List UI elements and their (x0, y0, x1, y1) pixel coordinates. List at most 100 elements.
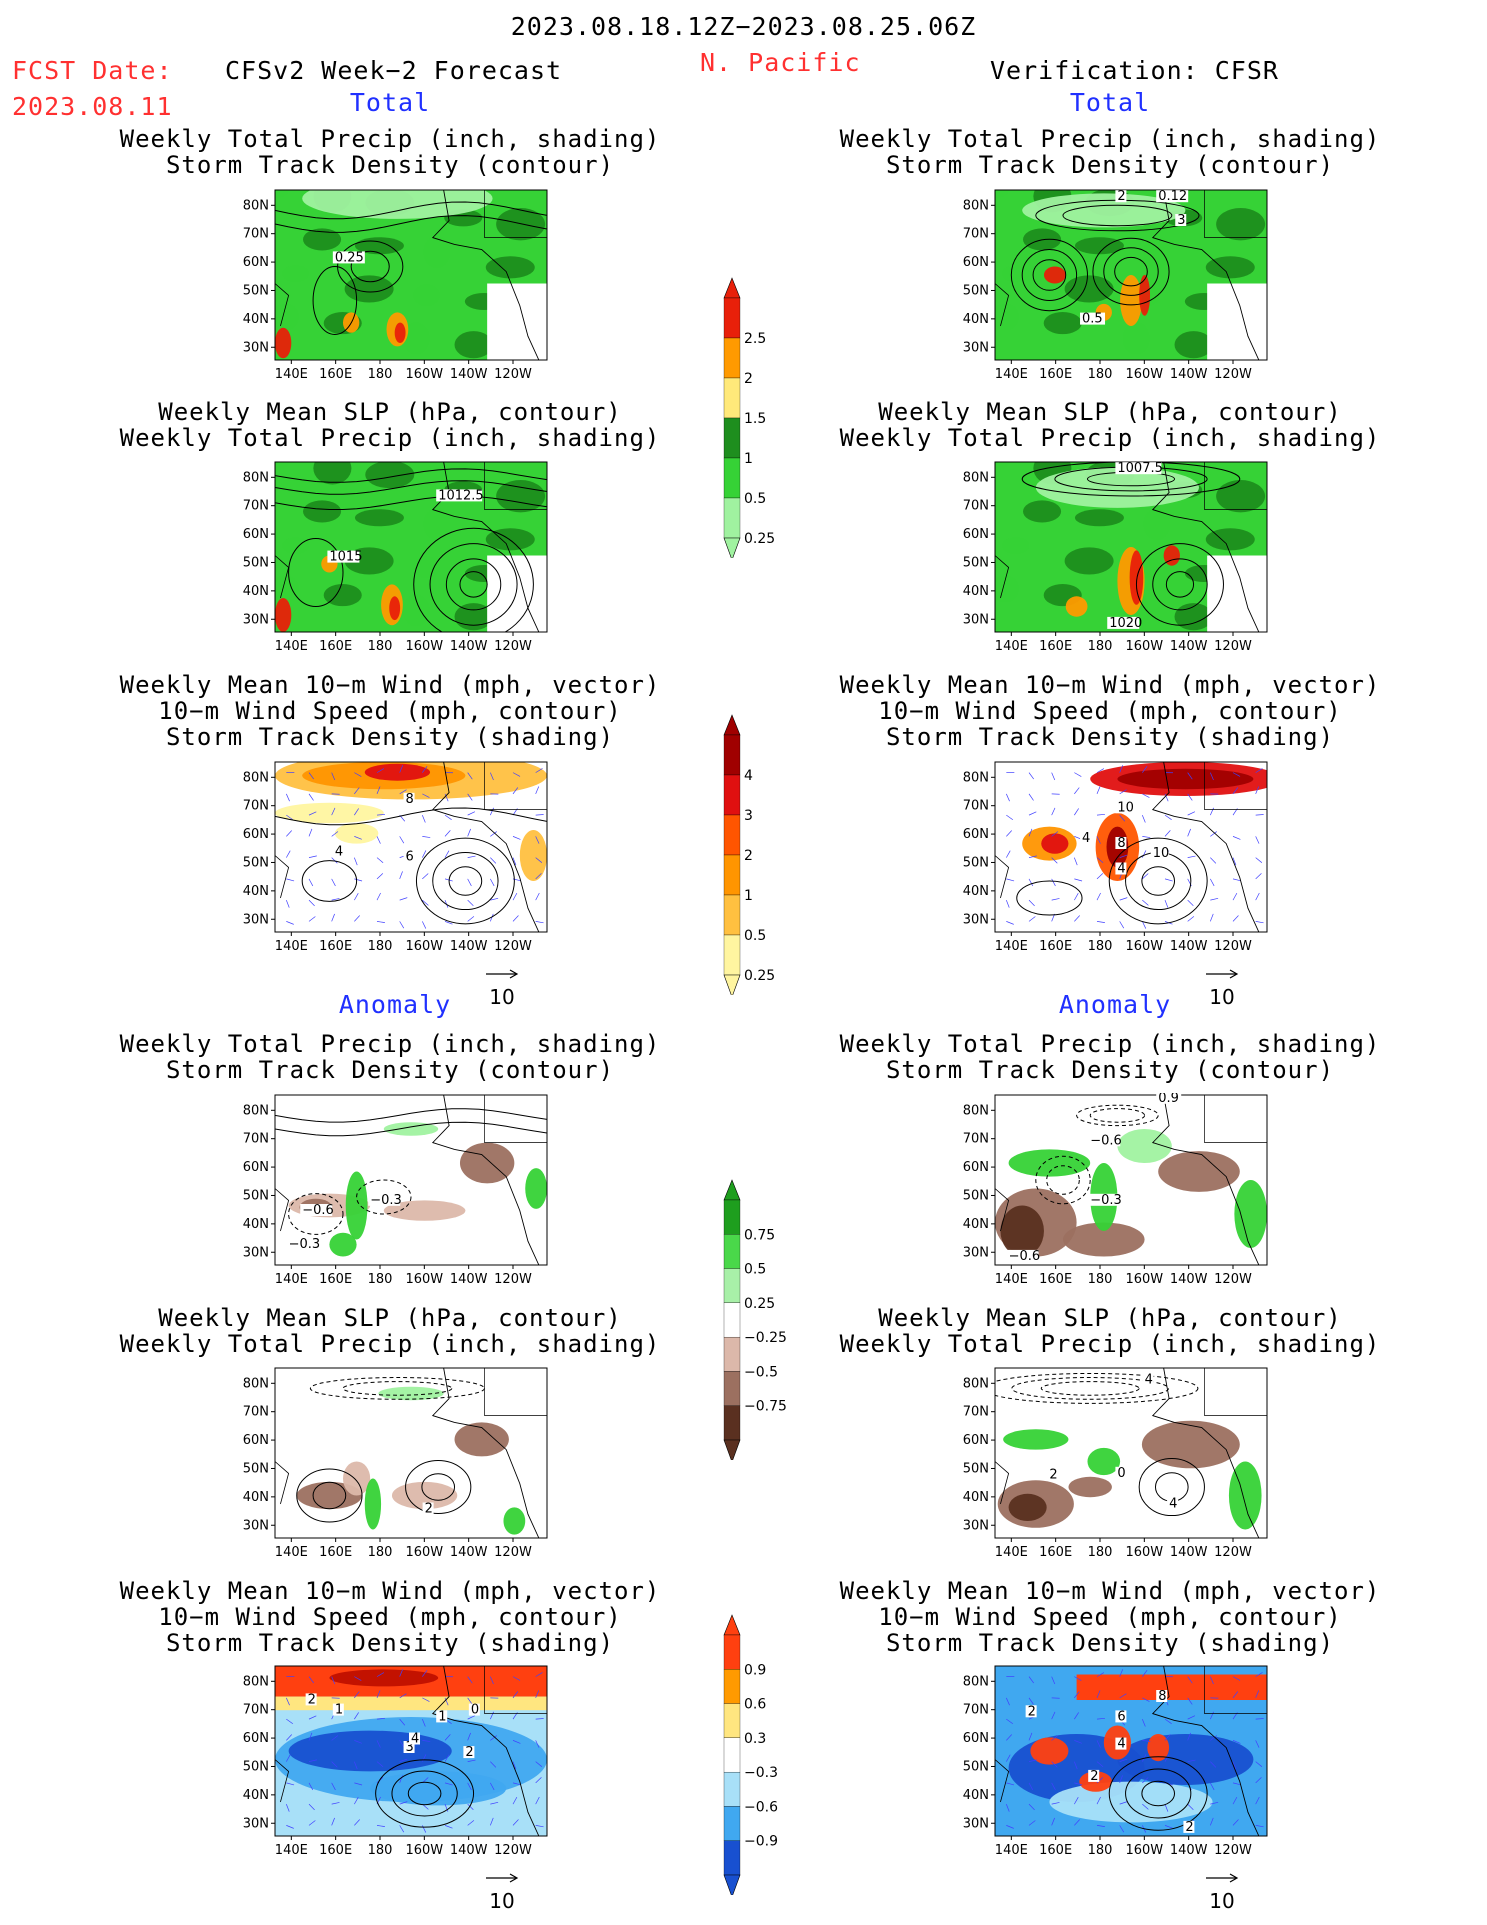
lon-tick-label: 180 (1088, 1272, 1113, 1287)
lon-tick-label: 120W (494, 1545, 532, 1560)
wind-vector (354, 892, 359, 901)
contour-line (391, 1770, 458, 1817)
contour-label-bg (1175, 214, 1187, 226)
wind-vector (376, 1690, 381, 1699)
precip-anomaly-cell (345, 1171, 368, 1240)
contour-label: −0.6 (1009, 1249, 1041, 1264)
wind-vector (1028, 1732, 1033, 1741)
precip-cell (1163, 545, 1180, 566)
lon-tick-label: 180 (368, 1545, 393, 1560)
wind-vector (422, 1718, 426, 1727)
wind-vector (354, 836, 362, 840)
lat-tick-label: 40N (243, 1490, 269, 1505)
lon-tick-label: 140W (450, 1545, 488, 1560)
map-layer (995, 762, 1267, 932)
lon-tick-label: 160W (1125, 1843, 1163, 1858)
wind-vector (1006, 1825, 1014, 1829)
contour-label-bg (468, 1703, 480, 1716)
lon-tick-label: 160E (319, 639, 352, 654)
wind-vector (1210, 1711, 1214, 1720)
arrow-icon (486, 1873, 519, 1883)
wind-vector (535, 786, 540, 795)
contour-label: −0.3 (370, 1193, 402, 1208)
precip-cell (1139, 275, 1151, 316)
wind-vector (376, 873, 384, 880)
wind-vector (422, 850, 427, 858)
map-fa-precip: 80N 70N 60N 50N 40N 30N 140E 160E 180 160W 140W 120… (230, 1093, 550, 1293)
wind-vector (490, 831, 497, 837)
colorbar-precip-total: 2.5 2 1.5 1 0.5 0.25 (718, 268, 788, 562)
lon-tick-label: 160E (1039, 367, 1072, 382)
lon-tick-label: 120W (1214, 1843, 1252, 1858)
wind-vector (1210, 913, 1214, 922)
lat-tick-label: 80N (243, 770, 269, 785)
lat-tick-label: 50N (963, 283, 989, 298)
contour-label: 0.5 (1082, 312, 1103, 327)
wind-vector (1164, 878, 1173, 882)
title-v-wind: Weekly Mean 10−m Wind (mph, vector) 10−m… (815, 672, 1405, 750)
wind-vector (308, 899, 315, 907)
precip-anomaly-cell (1141, 1420, 1240, 1469)
forecast-title: CFSv2 Week−2 Forecast (225, 56, 563, 85)
precip-cell (323, 584, 362, 607)
contour-label-bg (368, 1193, 401, 1206)
lat-tick-label: 80N (963, 470, 989, 485)
wind-vector (1028, 793, 1034, 801)
vector-ref-label: 10 (1209, 1889, 1235, 1913)
map-fa-slp: 80N 70N 60N 50N 40N 30N 140E 160E 180 160W 140W 120… (230, 1366, 550, 1566)
lat-tick-label: 40N (963, 884, 989, 899)
wind-vector (422, 1754, 427, 1762)
lat-tick-label: 30N (243, 340, 269, 355)
lat-tick-label: 60N (243, 1160, 269, 1175)
wind-vector (1028, 811, 1037, 816)
wind-vector (1232, 1761, 1237, 1770)
lat-tick-label: 30N (963, 612, 989, 627)
lat-tick-label: 70N (963, 499, 989, 514)
colorbar-label: 0.25 (744, 531, 775, 547)
colorbar-swatch (723, 1669, 741, 1704)
contour-label: 10 (1153, 846, 1170, 861)
wind-vector (1051, 831, 1059, 837)
lon-tick-label: 140E (995, 1272, 1028, 1287)
contour-label: −0.6 (302, 1203, 334, 1218)
wind-vector (535, 814, 544, 816)
lat-tick-label: 50N (243, 1759, 269, 1774)
contour-label: 2 (425, 1502, 433, 1517)
wind-vector (399, 871, 403, 880)
contour-line (375, 1759, 475, 1828)
map-layer (995, 190, 1267, 360)
title-line: Weekly Total Precip (inch, shading) (119, 1030, 661, 1058)
lat-tick-label: 60N (243, 827, 269, 842)
colorbar-swatch (723, 934, 741, 976)
wind-vector (354, 1796, 359, 1805)
wind-vector (490, 1761, 497, 1768)
lat-tick-label: 30N (243, 1245, 269, 1260)
colorbar-swatch (723, 1703, 741, 1739)
map-f-wind: 80N 70N 60N 50N 40N 30N 140E 160E 180 160W 140W 120… (230, 760, 550, 960)
map-f-slp: 80N 70N 60N 50N 40N 30N 140E 160E 180 160W 140W 120… (230, 460, 550, 660)
lat-tick-label: 30N (243, 912, 269, 927)
map-layer (275, 190, 547, 360)
title-line: Storm Track Density (shading) (165, 1629, 615, 1657)
plot-frame (274, 761, 548, 933)
wind-vector (467, 1803, 474, 1811)
contour-label-bg (422, 1502, 434, 1515)
region-title: N. Pacific (700, 48, 861, 77)
wind-vector (354, 878, 363, 882)
contour-line (1092, 237, 1170, 306)
lat-tick-label: 70N (963, 1703, 989, 1718)
storm-density-cell (275, 802, 384, 824)
contour-line (275, 215, 547, 233)
contour-line (1021, 462, 1241, 497)
precip-cell (412, 556, 441, 579)
vector-ref-v-anom: 10 (1204, 1870, 1240, 1913)
lat-tick-label: 50N (243, 1188, 269, 1203)
lon-tick-label: 160W (405, 1843, 443, 1858)
precip-cell (412, 284, 441, 307)
wind-vector (444, 921, 453, 925)
wind-vector (1255, 1777, 1262, 1784)
wind-vector (1051, 807, 1056, 816)
wind-vector (467, 1697, 473, 1705)
wind-vector (535, 768, 543, 773)
wind-vector (1232, 1782, 1241, 1786)
